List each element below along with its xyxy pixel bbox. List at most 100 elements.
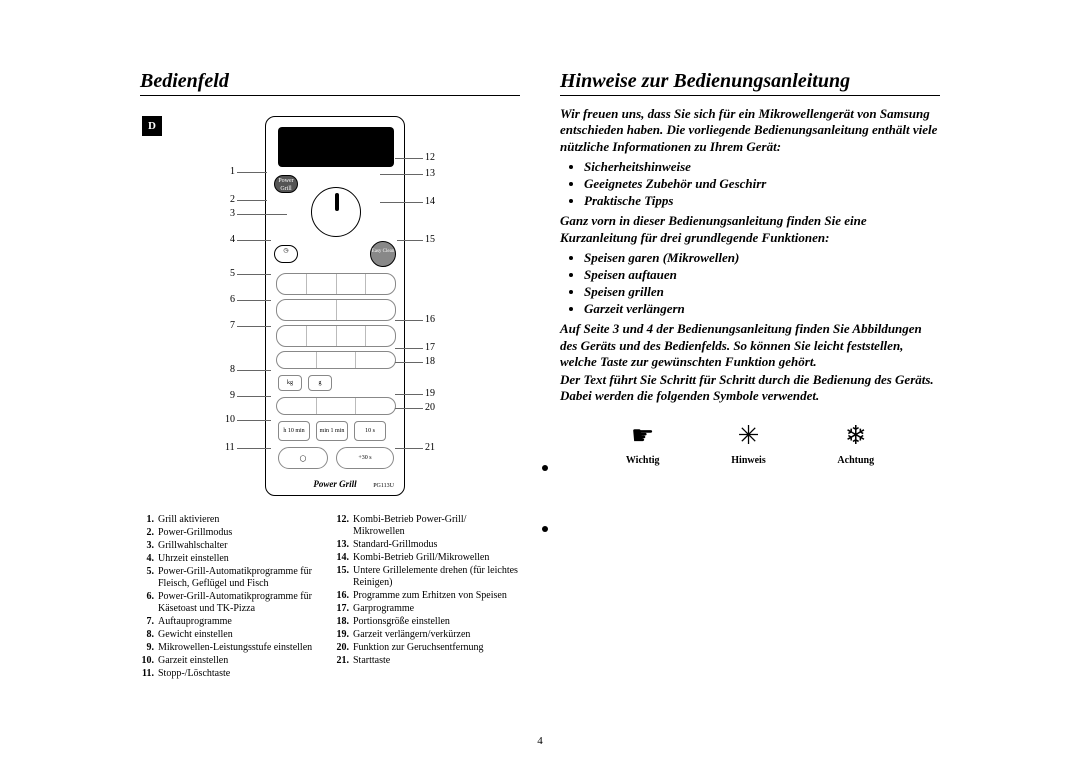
auto-row-2 xyxy=(276,299,396,321)
intro-text: Wir freuen uns, dass Sie sich für ein Mi… xyxy=(560,106,940,155)
legend-num: 1. xyxy=(140,514,158,526)
legend-text: Kombi-Betrieb Power-Grill/ Mikrowellen xyxy=(353,514,520,538)
page-number: 4 xyxy=(537,735,543,747)
auto-row-4 xyxy=(276,351,396,369)
callout-2: 2 xyxy=(230,194,235,205)
legend-text: Auftauprogramme xyxy=(158,616,325,628)
g-button: g xyxy=(308,375,332,391)
legend-item: 1.Grill aktivieren xyxy=(140,514,325,526)
bullets-1: SicherheitshinweiseGeeignetes Zubehör un… xyxy=(584,159,940,210)
legend-text: Grillwahlschalter xyxy=(158,540,325,552)
legend-num: 19. xyxy=(335,629,353,641)
symbol-icon: ✳ xyxy=(731,423,765,449)
stop-button: ◯ xyxy=(278,447,328,469)
clock-button: ◷ xyxy=(274,245,298,263)
bullet-item: Garzeit verlängern xyxy=(584,301,940,318)
para-3: Der Text führt Sie Schritt für Schritt d… xyxy=(560,372,940,405)
para-2: Auf Seite 3 und 4 der Bedienungsanleitun… xyxy=(560,321,940,370)
bullet-item: Speisen auftauen xyxy=(584,267,940,284)
callout-1: 1 xyxy=(230,166,235,177)
legend-num: 4. xyxy=(140,553,158,565)
legend-item: 20.Funktion zur Geruchsentfernung xyxy=(335,642,520,654)
legend-num: 18. xyxy=(335,616,353,628)
legend-text: Power-Grillmodus xyxy=(158,527,325,539)
legend-item: 15.Untere Grillelemente drehen (für leic… xyxy=(335,565,520,589)
left-column: Bedienfeld Power Grill ◷ Easy Clean kg g xyxy=(140,70,520,681)
legend-num: 15. xyxy=(335,565,353,589)
legend-text: Power-Grill-Automatikprogramme für Käset… xyxy=(158,591,325,615)
easy-clean-button: Easy Clean xyxy=(370,241,396,267)
callout-6: 6 xyxy=(230,294,235,305)
legend-num: 17. xyxy=(335,603,353,615)
legend-text: Gewicht einstellen xyxy=(158,629,325,641)
legend-text: Programme zum Erhitzen von Speisen xyxy=(353,590,520,602)
callout-21: 21 xyxy=(425,442,435,453)
icon-cell: ❄Achtung xyxy=(837,423,874,466)
legend-text: Garzeit verlängern/verkürzen xyxy=(353,629,520,641)
legend-num: 3. xyxy=(140,540,158,552)
legend-num: 8. xyxy=(140,629,158,641)
legend-text: Portionsgröße einstellen xyxy=(353,616,520,628)
legend-text: Uhrzeit einstellen xyxy=(158,553,325,565)
legend-text: Funktion zur Geruchsentfernung xyxy=(353,642,520,654)
callout-11: 11 xyxy=(225,442,235,453)
legend-num: 2. xyxy=(140,527,158,539)
callout-16: 16 xyxy=(425,314,435,325)
legend-text: Grill aktivieren xyxy=(158,514,325,526)
legend-item: 6.Power-Grill-Automatikprogramme für Käs… xyxy=(140,591,325,615)
callout-12: 12 xyxy=(425,152,435,163)
legend-text: Garzeit einstellen xyxy=(158,655,325,667)
para-1: Ganz vorn in dieser Bedienungsanleitung … xyxy=(560,213,940,246)
model-label: PG113U xyxy=(373,483,394,489)
callout-9: 9 xyxy=(230,390,235,401)
min-button: min 1 min xyxy=(316,421,348,441)
right-title: Hinweise zur Bedienungsanleitung xyxy=(560,70,940,96)
h-button: h 10 min xyxy=(278,421,310,441)
legend-text: Stopp-/Löschtaste xyxy=(158,668,325,680)
bullet-item: Geeignetes Zubehör und Geschirr xyxy=(584,176,940,193)
legend-text: Kombi-Betrieb Grill/Mikrowellen xyxy=(353,552,520,564)
callout-17: 17 xyxy=(425,342,435,353)
legend-item: 14.Kombi-Betrieb Grill/Mikrowellen xyxy=(335,552,520,564)
legend-text: Starttaste xyxy=(353,655,520,667)
page: Bedienfeld Power Grill ◷ Easy Clean kg g xyxy=(140,70,940,681)
left-title: Bedienfeld xyxy=(140,70,520,96)
legend-num: 21. xyxy=(335,655,353,667)
auto-row-1 xyxy=(276,273,396,295)
bullet-item: Speisen garen (Mikrowellen) xyxy=(584,250,940,267)
legend-num: 14. xyxy=(335,552,353,564)
bullet-item: Sicherheitshinweise xyxy=(584,159,940,176)
selector-dial xyxy=(311,187,361,237)
legend-item: 10.Garzeit einstellen xyxy=(140,655,325,667)
bullet-item: Speisen grillen xyxy=(584,284,940,301)
legend-num: 5. xyxy=(140,566,158,590)
callout-5: 5 xyxy=(230,268,235,279)
side-bullet-1 xyxy=(542,465,548,471)
callout-7: 7 xyxy=(230,320,235,331)
icon-label: Wichtig xyxy=(626,455,660,466)
legend-text: Standard-Grillmodus xyxy=(353,539,520,551)
icon-cell: ☛ Wichtig xyxy=(626,423,660,466)
symbol-icon: ☛ xyxy=(626,423,660,449)
legend-right: 12.Kombi-Betrieb Power-Grill/ Mikrowelle… xyxy=(335,514,520,681)
10s-button: 10 s xyxy=(354,421,386,441)
bullet-item: Praktische Tipps xyxy=(584,193,940,210)
legend-item: 21.Starttaste xyxy=(335,655,520,667)
legend-item: 16.Programme zum Erhitzen von Speisen xyxy=(335,590,520,602)
legend-item: 19.Garzeit verlängern/verkürzen xyxy=(335,629,520,641)
legend-item: 2.Power-Grillmodus xyxy=(140,527,325,539)
legend: 1.Grill aktivieren2.Power-Grillmodus3.Gr… xyxy=(140,514,520,681)
callout-4: 4 xyxy=(230,234,235,245)
legend-text: Mikrowellen-Leistungsstufe einstellen xyxy=(158,642,325,654)
bullets-2: Speisen garen (Mikrowellen)Speisen aufta… xyxy=(584,250,940,318)
legend-item: 8.Gewicht einstellen xyxy=(140,629,325,641)
callout-8: 8 xyxy=(230,364,235,375)
legend-num: 11. xyxy=(140,668,158,680)
legend-item: 3.Grillwahlschalter xyxy=(140,540,325,552)
legend-item: 12.Kombi-Betrieb Power-Grill/ Mikrowelle… xyxy=(335,514,520,538)
callout-10: 10 xyxy=(225,414,235,425)
side-bullet-2 xyxy=(542,526,548,532)
panel-body: Power Grill ◷ Easy Clean kg g h 10 min m… xyxy=(265,116,405,496)
start-button: +30 s xyxy=(336,447,394,469)
callout-20: 20 xyxy=(425,402,435,413)
